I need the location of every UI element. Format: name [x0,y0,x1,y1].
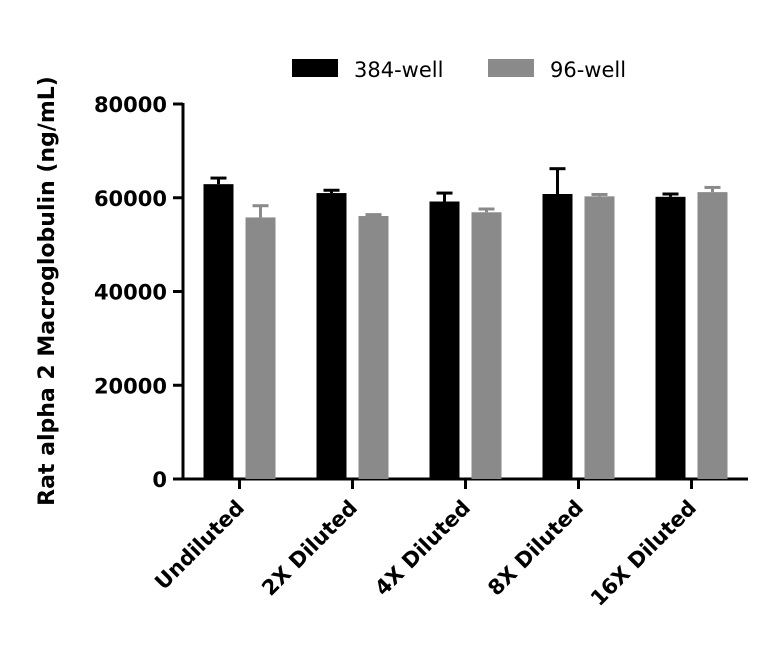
legend-swatch [292,59,338,77]
axes: 0 20000 40000 60000 80000 Undiluted 2X Diluted… [94,93,748,611]
y-tick-label: 60000 [94,187,167,211]
y-tick-label: 20000 [94,374,167,398]
legend: 384-well 96-well [292,58,626,82]
bar-96-well [358,216,389,479]
bar-96-well [245,217,276,479]
bar-384-well [542,194,573,479]
x-tick-label: 16X Diluted [586,496,701,611]
legend-label: 384-well [354,58,443,82]
bar-384-well [316,193,347,479]
legend-swatch [488,59,534,77]
bars [203,167,728,479]
bar-384-well [429,201,460,479]
bar-96-well [471,212,502,479]
x-tick-label: Undiluted [150,496,249,595]
y-tick-label: 0 [152,468,167,492]
x-tick-label: 2X Diluted [257,496,362,601]
x-tick-label: 4X Diluted [370,496,475,601]
y-tick-label: 40000 [94,281,167,305]
bar-384-well [655,196,686,479]
bar-96-well [584,196,615,479]
bar-384-well [203,184,234,479]
y-tick-label: 80000 [94,93,167,117]
y-axis-label: Rat alpha 2 Macroglobulin (ng/mL) [35,76,60,506]
x-tick-label: 8X Diluted [483,496,588,601]
legend-label: 96-well [550,58,626,82]
bar-96-well [697,192,728,479]
